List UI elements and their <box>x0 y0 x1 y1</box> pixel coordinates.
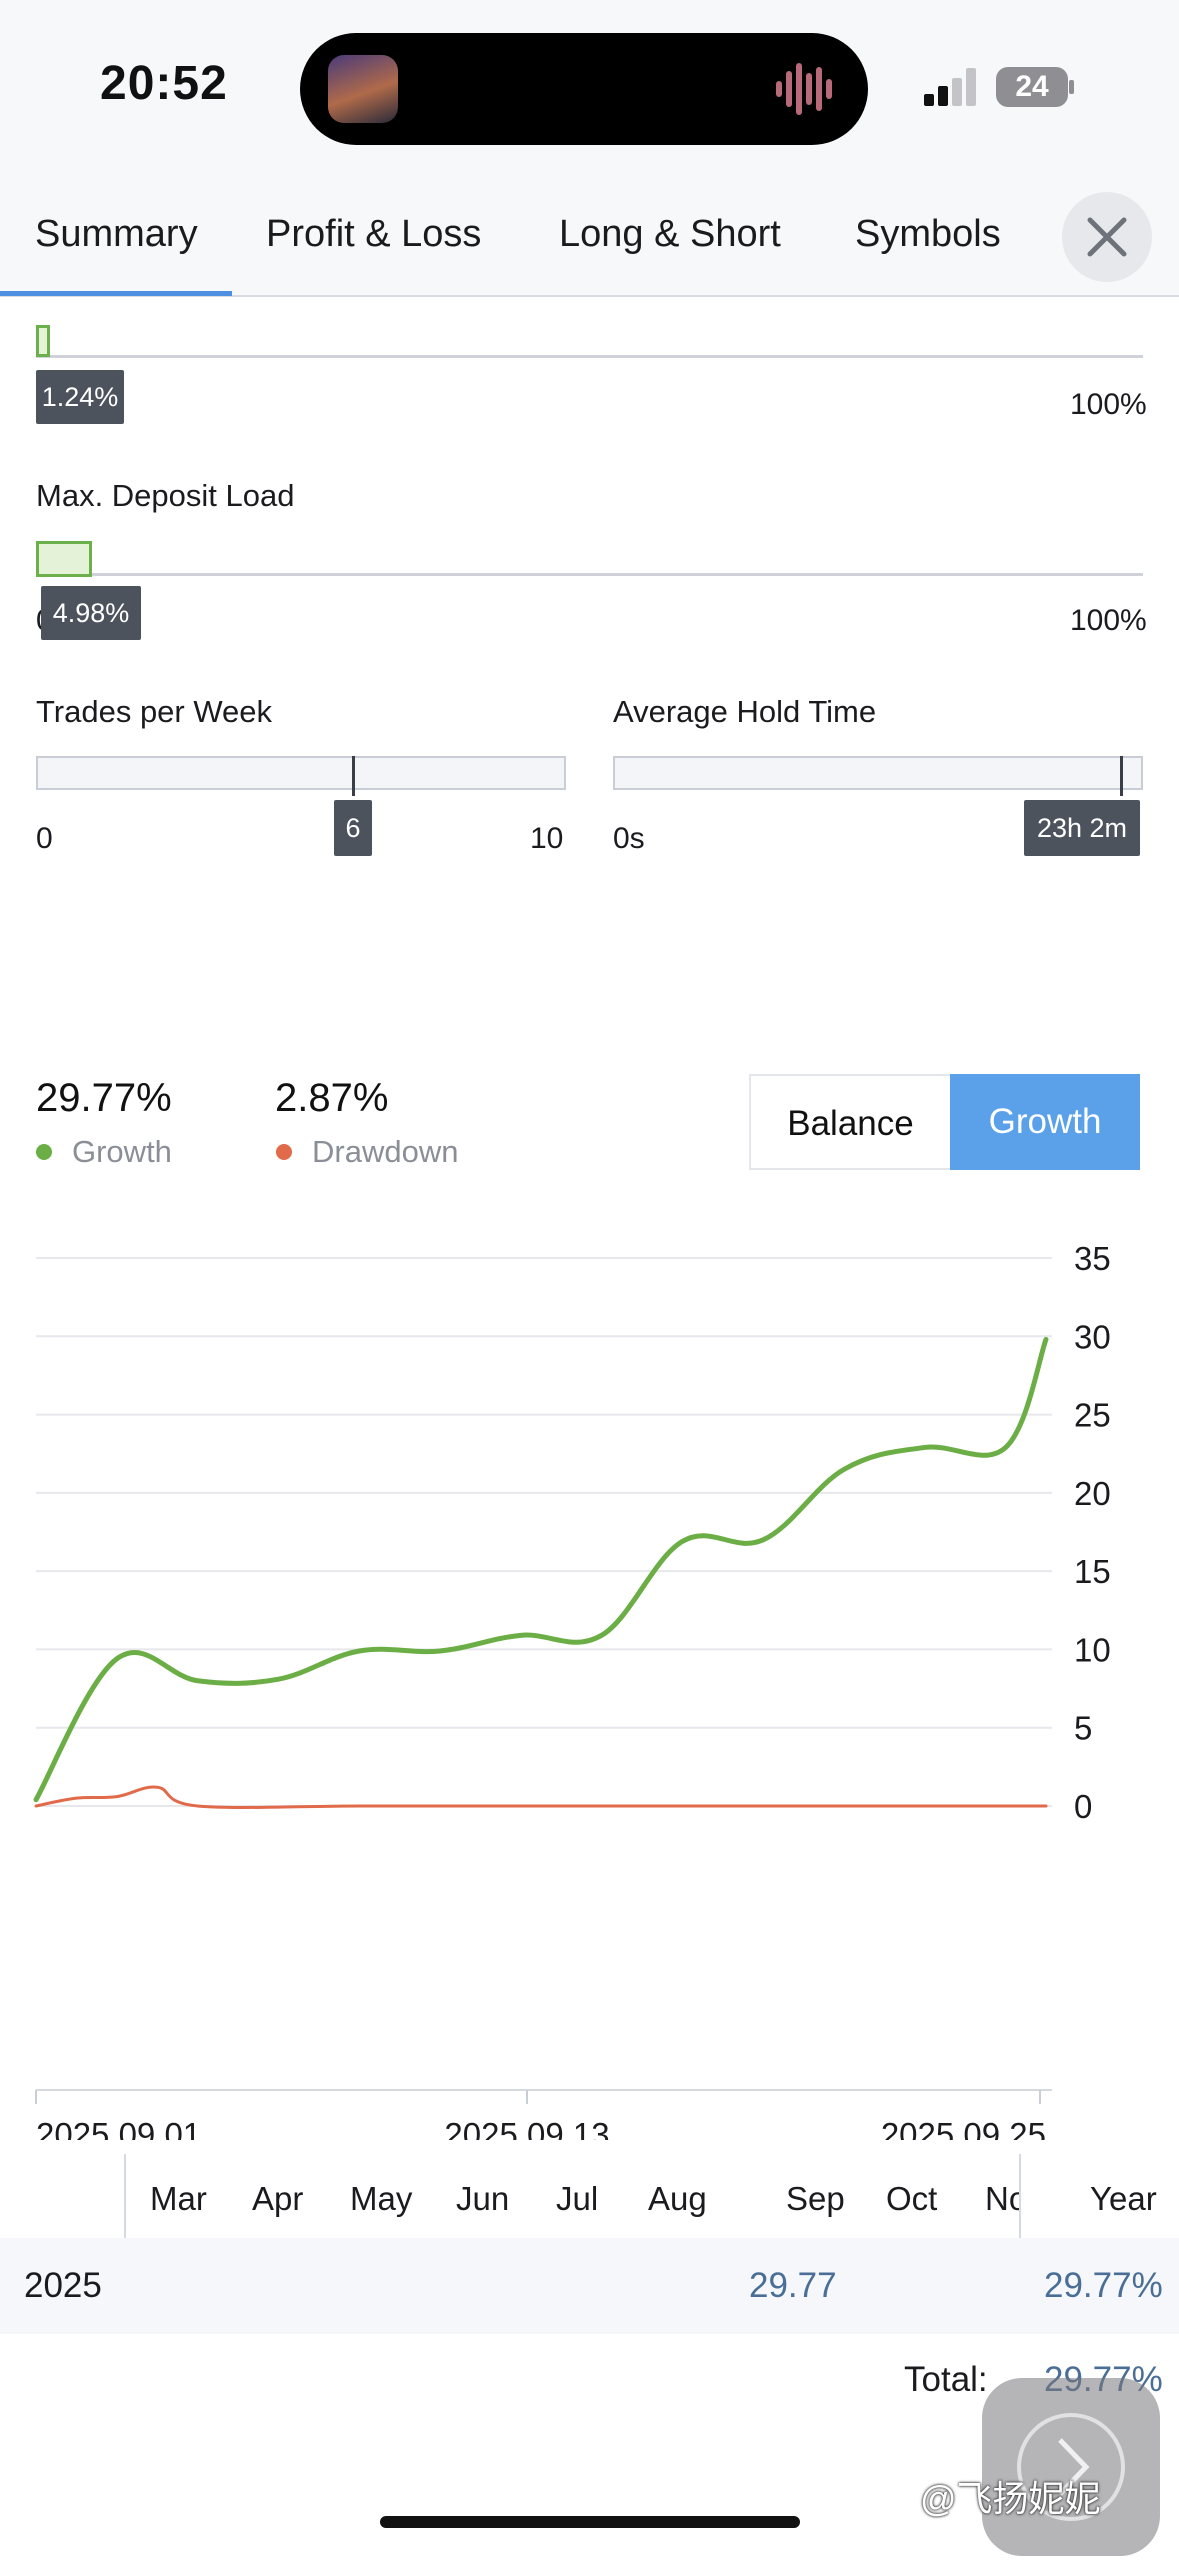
y-tick-label: 10 <box>1074 1631 1111 1668</box>
y-tick-label: 5 <box>1074 1710 1092 1747</box>
month-header-jun: Jun <box>456 2180 510 2217</box>
deposit-load-value-tooltip: 4.98% <box>41 586 141 640</box>
trades-per-week-min-label: 0 <box>36 822 53 855</box>
y-tick-label: 25 <box>1074 1397 1111 1434</box>
battery-icon: 24 <box>996 67 1068 107</box>
close-button[interactable] <box>1062 192 1152 282</box>
top-slider-track <box>36 355 1143 358</box>
y-tick-label: 0 <box>1074 1788 1092 1825</box>
growth-legend-dot <box>36 1144 52 1160</box>
status-bar: 20:52 24 <box>0 0 1179 175</box>
series-line-drawdown <box>34 1785 1048 1809</box>
month-header-may: May <box>350 2180 413 2217</box>
deposit-load-fill <box>36 541 92 577</box>
cellular-signal-icon <box>922 68 982 106</box>
floating-assistive-button[interactable] <box>982 2378 1160 2556</box>
tab-symbols[interactable]: Symbols <box>855 213 1001 255</box>
avg-hold-time-value-tooltip: 23h 2m <box>1024 800 1140 856</box>
y-tick-label: 20 <box>1074 1475 1111 1512</box>
avg-hold-time-min-label: 0s <box>613 822 645 855</box>
drawdown-legend-label: Drawdown <box>312 1134 459 1169</box>
dynamic-island[interactable] <box>300 33 868 145</box>
watermark: @飞扬妮妮 <box>920 2478 1101 2519</box>
series-line-growth <box>33 1336 1049 1803</box>
year-header: Year <box>1090 2180 1157 2217</box>
top-slider-max-label: 100% <box>1070 388 1147 421</box>
deposit-load-track <box>36 573 1143 576</box>
audio-wave-icon <box>776 33 836 145</box>
table-year-value: 29.77% <box>1044 2266 1163 2305</box>
tab-bar: Summary Profit & Loss Long & Short Symbo… <box>0 175 1179 297</box>
month-header-oct: Oct <box>886 2180 938 2217</box>
x-tick-label: 2025.09.01 <box>36 2116 201 2140</box>
trades-per-week-value-tooltip: 6 <box>334 800 372 856</box>
now-playing-thumbnail-icon <box>328 55 398 123</box>
growth-toggle-button[interactable]: Growth <box>950 1074 1140 1170</box>
month-header-nov: No <box>985 2180 1019 2217</box>
drawdown-value: 2.87% <box>275 1076 389 1120</box>
tab-summary[interactable]: Summary <box>35 213 198 255</box>
trades-per-week-title: Trades per Week <box>36 694 273 729</box>
balance-toggle-button[interactable]: Balance <box>749 1074 950 1170</box>
growth-value: 29.77% <box>36 1076 172 1120</box>
month-header-sep: Sep <box>786 2180 845 2217</box>
trades-per-week-max-label: 10 <box>530 822 564 855</box>
deposit-load-max-label: 100% <box>1070 604 1147 637</box>
table-sep-value[interactable]: 29.77 <box>749 2266 837 2305</box>
total-label: Total: <box>904 2360 988 2399</box>
drawdown-legend-dot <box>276 1144 292 1160</box>
trades-per-week-marker <box>352 756 355 796</box>
table-row-2025 <box>0 2238 1179 2334</box>
top-slider-fill <box>36 325 50 357</box>
chevron-right-icon <box>1017 2413 1125 2521</box>
y-tick-label: 30 <box>1074 1318 1111 1355</box>
avg-hold-time-bar <box>613 756 1143 790</box>
battery-tip <box>1069 80 1074 94</box>
close-icon <box>1087 217 1127 257</box>
y-tick-label: 35 <box>1074 1240 1111 1277</box>
month-header-aug: Aug <box>648 2180 707 2217</box>
x-tick-label: 2025.09.13 <box>444 2116 609 2140</box>
growth-chart: 35 30 25 20 15 10 5 0 2025.09.01 2025.09.13 2025.0… <box>33 1240 1111 2140</box>
month-header-apr: Apr <box>252 2180 304 2217</box>
tab-long-short[interactable]: Long & Short <box>559 213 781 255</box>
growth-legend-label: Growth <box>72 1134 172 1169</box>
month-header-jul: Jul <box>556 2180 599 2217</box>
trades-per-week-bar <box>36 756 566 790</box>
month-header-mar: Mar <box>150 2180 207 2217</box>
home-indicator[interactable] <box>380 2516 800 2528</box>
clock: 20:52 <box>100 57 228 110</box>
avg-hold-time-title: Average Hold Time <box>613 694 877 729</box>
table-row-year: 2025 <box>24 2266 102 2305</box>
avg-hold-time-marker <box>1120 756 1123 796</box>
deposit-load-title: Max. Deposit Load <box>36 478 295 513</box>
y-tick-label: 15 <box>1074 1553 1111 1590</box>
x-tick-label: 2025.09.25 <box>881 2116 1046 2140</box>
active-tab-indicator <box>0 291 232 296</box>
tab-profit-loss[interactable]: Profit & Loss <box>266 213 482 255</box>
top-slider-value-tooltip: 1.24% <box>36 370 124 424</box>
